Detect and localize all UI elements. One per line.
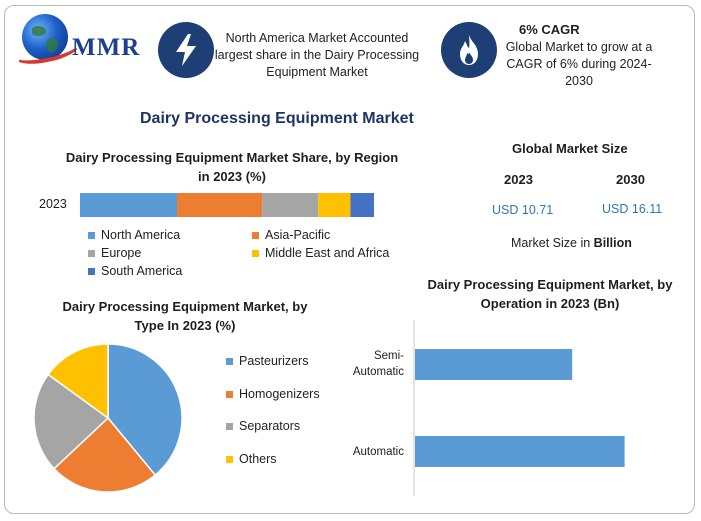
legend-swatch (88, 231, 95, 239)
type-chart-title: Dairy Processing Equipment Market, by Ty… (62, 299, 308, 333)
legend-swatch (226, 455, 233, 463)
page-title: Dairy Processing Equipment Market (140, 110, 414, 127)
region-chart-title: Dairy Processing Equipment Market Share,… (65, 150, 399, 184)
legend-swatch (226, 422, 233, 430)
legend-item-north-america: North America (88, 228, 180, 242)
legend-swatch (88, 249, 95, 257)
legend-swatch (226, 357, 233, 365)
infographic-frame (4, 5, 695, 514)
legend-item-others: Others (226, 452, 277, 466)
stack-segment-north-america (80, 193, 178, 217)
legend-label: Pasteurizers (239, 354, 309, 368)
category-label-line: Semi- (373, 350, 404, 362)
region-chart-category-label: 2023 (39, 197, 67, 211)
unit-note-bold: Billion (593, 236, 632, 250)
operation-bar-automatic (415, 436, 625, 467)
legend-label: Others (239, 452, 277, 466)
flame-icon (441, 22, 497, 78)
stack-segment-asia-pacific (177, 193, 263, 217)
legend-item-pasteurizers: Pasteurizers (226, 354, 308, 368)
legend-item-asia-pacific: Asia-Pacific (252, 228, 330, 242)
legend-swatch (252, 231, 259, 239)
operation-bar-chart (413, 320, 625, 496)
market-size-value-2030: USD 16.11 (602, 202, 663, 216)
legend-item-south-america: South America (88, 264, 182, 278)
category-label-automatic: Automatic (330, 444, 404, 460)
pie-slice-pasteurizers (107, 343, 183, 477)
legend-label: Separators (239, 419, 301, 433)
region-share-text: North America Market Accounted largest s… (214, 31, 420, 79)
category-label-semi-automatic: Semi- Automatic (330, 348, 404, 380)
category-label-line: Automatic (352, 446, 404, 458)
globe-logo-icon (22, 14, 68, 60)
market-size-unit-note: Market Size in Billion (511, 236, 632, 250)
legend-label: North America (101, 228, 181, 242)
legend-swatch (252, 249, 259, 257)
legend-item-separators: Separators (226, 419, 300, 433)
market-size-value-2023: USD 10.71 (492, 203, 554, 217)
legend-item-middle-east-africa: Middle East and Africa (252, 246, 389, 260)
legend-swatch (88, 267, 95, 275)
type-pie-chart (33, 343, 183, 493)
operation-bar-semi-automatic (415, 349, 573, 380)
pie-slice-separators (33, 373, 110, 470)
legend-swatch (226, 390, 233, 398)
pie-slice-others (47, 343, 109, 420)
stack-segment-middle-east-and-africa (318, 193, 351, 217)
category-label-line: Automatic (352, 366, 404, 378)
legend-label: Asia-Pacific (265, 228, 331, 242)
legend-label: Homogenizers (239, 387, 320, 401)
legend-label: Europe (101, 246, 142, 260)
market-size-title: Global Market Size (512, 141, 628, 156)
region-stacked-bar (80, 193, 374, 217)
stack-segment-south-america (350, 193, 374, 217)
brand-logo-text: MMR (72, 34, 141, 61)
operation-chart-title: Dairy Processing Equipment Market, by Op… (427, 277, 673, 311)
legend-label: Middle East and Africa (265, 246, 390, 260)
unit-note-prefix: Market Size in (511, 236, 594, 250)
pie-slice-homogenizers (52, 416, 157, 493)
market-size-year-2030: 2030 (616, 172, 645, 187)
stack-segment-europe (262, 193, 319, 217)
legend-item-homogenizers: Homogenizers (226, 387, 320, 401)
legend-label: South America (101, 264, 183, 278)
lightning-icon (158, 22, 214, 78)
legend-item-europe: Europe (88, 246, 141, 260)
market-size-year-2023: 2023 (504, 172, 533, 187)
cagr-title: 6% CAGR (519, 22, 580, 37)
cagr-text: Global Market to grow at a CAGR of 6% du… (505, 40, 653, 88)
